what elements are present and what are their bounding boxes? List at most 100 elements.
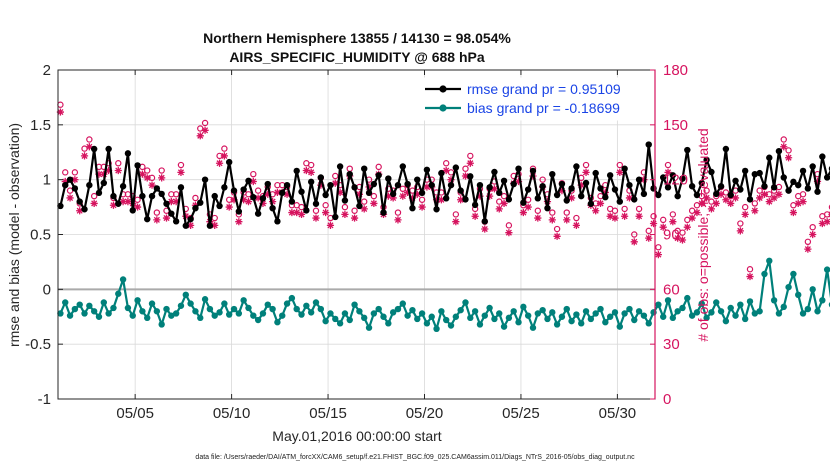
bias-point — [819, 297, 826, 304]
rmse-point — [394, 181, 402, 189]
rmse-point — [139, 192, 146, 200]
rmse-point — [790, 178, 797, 186]
rmse-point — [669, 172, 677, 179]
evaluated-point — [297, 210, 306, 218]
bias-point — [756, 308, 763, 315]
y-left-tick-label-2: 1 — [43, 172, 51, 189]
evaluated-point — [95, 170, 103, 178]
bias-point — [703, 314, 710, 322]
bias-point — [235, 310, 243, 317]
legend-bias-label: bias grand pr = -0.18699 — [467, 100, 620, 116]
evaluated-point — [674, 234, 682, 242]
rmse-point — [346, 170, 353, 178]
evaluated-point — [119, 198, 127, 206]
bias-point — [823, 266, 830, 273]
bias-point — [500, 323, 508, 330]
rmse-point — [375, 172, 382, 179]
bias-point — [197, 314, 204, 322]
evaluated-point — [804, 245, 812, 253]
legend: rmse grand pr = 0.95109 bias grand pr = … — [417, 77, 643, 121]
bias-point — [423, 320, 431, 327]
possible-point — [312, 207, 320, 214]
x-tick-label-4: 05/25 — [502, 405, 540, 422]
rmse-point — [298, 188, 305, 195]
bias-point — [225, 311, 233, 318]
evaluated-point — [659, 223, 667, 231]
rmse-point — [404, 180, 411, 188]
rmse-point — [438, 169, 445, 177]
rmse-point — [409, 204, 416, 212]
rmse-point — [476, 181, 484, 189]
bias-point — [264, 301, 271, 308]
y-left-tick-label-0: 2 — [43, 62, 51, 79]
bias-point — [139, 308, 146, 315]
evaluated-point — [264, 190, 272, 198]
evaluated-point — [678, 236, 687, 244]
bias-point — [645, 320, 652, 327]
bias-point — [375, 305, 382, 313]
evaluated-point — [495, 205, 503, 213]
y-axis-left-label: rmse and bias (model - observation) — [6, 123, 22, 347]
bias-point — [110, 304, 117, 312]
evaluated-point — [519, 208, 527, 217]
evaluated-point — [254, 194, 262, 202]
possible-point — [158, 167, 165, 174]
possible-point — [751, 200, 759, 207]
rmse-point — [664, 184, 672, 191]
rmse-point — [578, 192, 585, 200]
bias-point — [814, 308, 821, 315]
possible-point — [741, 203, 749, 211]
possible-point — [221, 145, 228, 152]
evaluated-point — [273, 188, 282, 197]
possible-point — [785, 147, 792, 154]
rmse-point — [124, 150, 132, 157]
evaluated-point — [476, 192, 484, 200]
y-right-tick-label-1: 150 — [663, 117, 688, 134]
bias-point — [766, 257, 773, 265]
evaluated-point — [799, 198, 807, 206]
chart-title-line1: Northern Hemisphere 13855 / 14130 = 98.0… — [203, 30, 511, 46]
possible-point — [669, 211, 677, 218]
rmse-point — [775, 147, 783, 155]
evaluated-point — [809, 230, 817, 239]
bias-point — [486, 304, 493, 312]
y-right-tick-label-3: 90 — [663, 227, 680, 244]
bias-point — [221, 300, 228, 307]
legend-rmse-marker — [439, 85, 447, 93]
bias-point — [447, 322, 455, 329]
rmse-point — [312, 200, 320, 207]
evaluated-point — [645, 234, 653, 242]
evaluated-point — [432, 196, 441, 204]
x-tick-label-2: 05/15 — [309, 405, 347, 422]
evaluated-point — [635, 212, 643, 220]
bias-point — [62, 299, 69, 306]
bias-point — [751, 310, 759, 317]
rmse-bias-series — [57, 141, 830, 333]
bias-point — [322, 317, 329, 325]
bias-point — [664, 297, 672, 304]
rmse-point — [486, 184, 493, 191]
bias-point — [471, 308, 479, 315]
evaluated-point — [177, 168, 185, 176]
rmse-point — [708, 168, 715, 176]
rmse-point — [795, 181, 802, 189]
rmse-point — [327, 181, 334, 189]
rmse-point — [356, 202, 363, 210]
bias-point — [795, 291, 802, 299]
evaluated-point — [85, 143, 93, 151]
bias-point — [650, 309, 657, 316]
rmse-point — [534, 195, 542, 202]
evaluated-point — [158, 174, 166, 182]
bias-point — [303, 302, 310, 309]
x-tick-label-0: 05/05 — [116, 405, 154, 422]
rmse-point — [582, 179, 590, 187]
rmse-point — [727, 191, 734, 199]
possible-point — [452, 211, 460, 218]
evaluated-point — [596, 199, 605, 208]
bias-point — [438, 308, 445, 315]
rmse-point — [529, 167, 537, 175]
rmse-point — [230, 187, 238, 194]
bias-point — [573, 311, 580, 318]
bias-point — [476, 321, 484, 328]
rmse-point — [307, 178, 315, 186]
